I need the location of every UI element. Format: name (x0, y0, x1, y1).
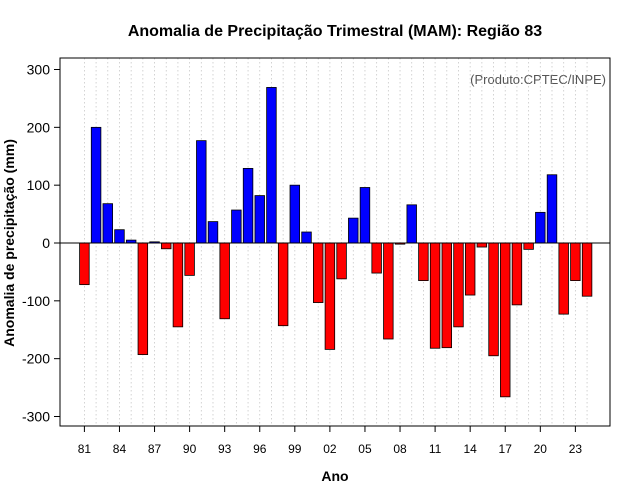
bar-2022 (558, 242, 569, 315)
bar-2004 (348, 217, 359, 244)
bar-1997 (266, 87, 277, 244)
bar-1992 (207, 221, 219, 244)
x-tick-label: 87 (148, 442, 162, 456)
x-tick-label: 08 (393, 442, 407, 456)
x-tick-label: 84 (113, 442, 127, 456)
x-tick-label: 96 (253, 442, 267, 456)
bar-1999 (289, 184, 301, 244)
bar-2000 (301, 231, 312, 244)
bar-2019 (523, 242, 534, 250)
bar-2024 (581, 242, 593, 297)
bar-2013 (453, 242, 464, 328)
bar-2020 (535, 211, 546, 244)
product-annotation: (Produto:CPTEC/INPE) (470, 72, 606, 87)
bar-2003 (336, 242, 347, 280)
x-tick-label: 99 (288, 442, 302, 456)
y-tick-label: -200 (22, 351, 50, 367)
bar-2011 (429, 242, 441, 349)
bar-1995 (242, 167, 254, 244)
bar-2010 (418, 242, 429, 281)
bar-1986 (137, 242, 149, 356)
x-tick-label: 81 (78, 442, 92, 456)
x-tick-label: 05 (358, 442, 372, 456)
plot-frame (59, 57, 611, 427)
bar-2017 (500, 242, 511, 398)
bar-2012 (441, 242, 452, 349)
bar-1982 (90, 126, 102, 244)
y-tick-label: 200 (27, 119, 51, 135)
axes: -300 -200 -100 0 100 200 300 81 84 87 90 93 96 99 02 05… (22, 57, 611, 456)
bar-1990 (184, 242, 195, 276)
bar-1984 (114, 229, 125, 244)
bars (79, 87, 593, 398)
x-tick-label: 14 (463, 442, 477, 456)
bar-1981 (79, 242, 90, 286)
x-axis-title: Ano (321, 468, 348, 484)
bar-1983 (102, 203, 113, 244)
bar-1988 (161, 242, 172, 250)
x-tick-label: 02 (323, 442, 337, 456)
y-tick-label: -300 (22, 408, 50, 424)
grid-lines (84, 58, 588, 426)
bar-2005 (359, 187, 371, 244)
y-tick-label: 300 (27, 62, 51, 78)
x-tick-label: 93 (218, 442, 232, 456)
bar-2015 (476, 242, 488, 248)
bar-2023 (570, 242, 581, 281)
bar-1996 (254, 195, 265, 244)
x-tick-label: 90 (183, 442, 197, 456)
bar-2021 (546, 174, 558, 244)
bar-2014 (464, 242, 476, 296)
bar-1989 (172, 242, 184, 328)
bar-2018 (511, 242, 523, 306)
y-axis-title: Anomalia de precipitação (mm) (1, 139, 17, 347)
chart-title: Anomalia de Precipitação Trimestral (MAM… (128, 23, 542, 40)
x-tick-label: 20 (534, 442, 548, 456)
x-tick-label: 23 (569, 442, 583, 456)
bar-2006 (371, 242, 382, 274)
bar-2007 (383, 242, 394, 340)
bar-1994 (231, 209, 242, 244)
bar-1993 (219, 242, 230, 320)
x-tick-label: 11 (429, 442, 442, 456)
y-tick-label: -100 (22, 293, 50, 309)
bar-2009 (406, 204, 417, 244)
bar-1998 (277, 242, 289, 327)
x-tick-label: 17 (499, 442, 513, 456)
y-tick-label: 0 (42, 235, 50, 251)
bar-2016 (488, 242, 499, 357)
bar-2002 (324, 242, 336, 350)
bar-2001 (312, 242, 324, 303)
y-tick-label: 100 (27, 177, 51, 193)
bar-1991 (196, 140, 207, 244)
